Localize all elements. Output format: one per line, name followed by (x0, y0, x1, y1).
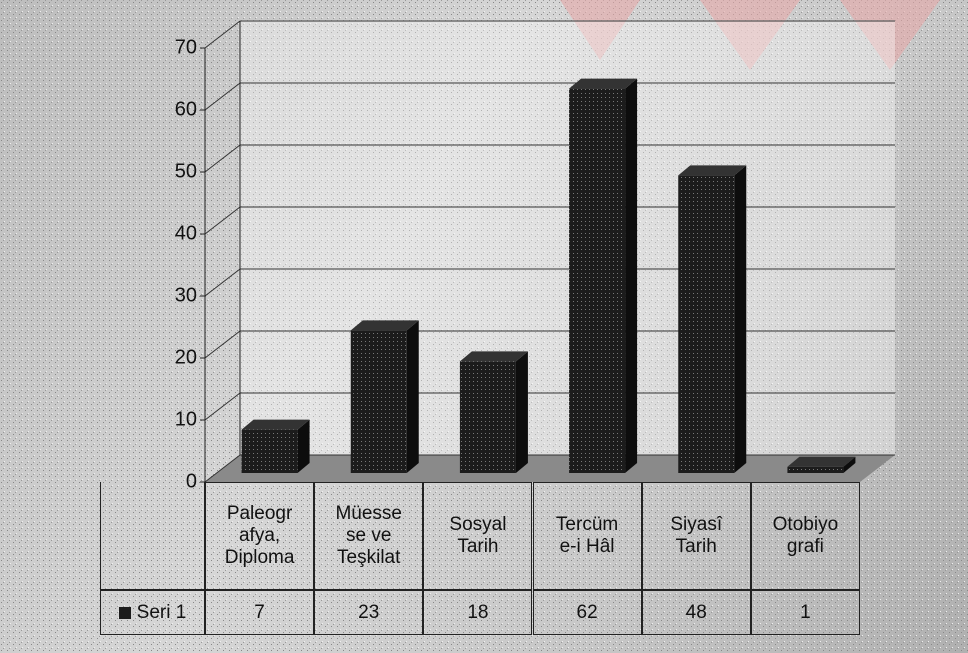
y-tick-label: 40 (175, 222, 197, 244)
y-tick-label: 10 (175, 408, 197, 430)
bar-top (569, 78, 638, 89)
y-tick-label: 50 (175, 160, 197, 182)
legend-cell (100, 482, 205, 590)
legend-label: Seri 1 (136, 601, 187, 623)
category-label: Otobiyo grafi (750, 482, 860, 590)
grid-line (204, 392, 241, 421)
watermark (560, 0, 640, 60)
category-label: Tercüm e-i Hâl (532, 482, 642, 590)
grid-line (204, 206, 241, 235)
category-label: Müesse se ve Teşkilat (314, 482, 424, 590)
bar-side (515, 351, 528, 473)
y-tick-label: 30 (175, 284, 197, 306)
bar-side (625, 78, 638, 473)
grid-line (204, 454, 241, 483)
category-label: Siyasî Tarih (641, 482, 751, 590)
bar (569, 88, 626, 473)
bar-top (787, 456, 856, 467)
value-label: 23 (314, 590, 424, 635)
grid-line (204, 82, 241, 111)
bar-top (678, 165, 747, 176)
bar (350, 330, 407, 473)
category-label: Sosyal Tarih (423, 482, 533, 590)
value-label: 18 (423, 590, 533, 635)
y-tick-label: 20 (175, 346, 197, 368)
grid-line (204, 330, 241, 359)
bar-top (350, 320, 419, 331)
bar-side (406, 320, 419, 473)
bar (241, 429, 298, 473)
grid-line (204, 268, 241, 297)
bar-side (297, 419, 310, 473)
y-tick-label: 70 (175, 36, 197, 58)
bar-side (734, 165, 747, 473)
value-label: 1 (750, 590, 860, 635)
legend-swatch (118, 606, 131, 619)
value-label: 48 (641, 590, 751, 635)
bar-side (843, 456, 856, 473)
value-label: 7 (205, 590, 315, 635)
bar (787, 466, 844, 473)
grid-line (204, 20, 241, 49)
y-tick-label: 60 (175, 98, 197, 120)
y-tick-label: 0 (186, 470, 197, 492)
grid-line (204, 144, 241, 173)
category-label: Paleogr afya, Diploma (205, 482, 315, 590)
watermark (700, 0, 800, 70)
legend-cell: Seri 1 (100, 590, 205, 635)
value-label: 62 (532, 590, 642, 635)
bar-top (241, 419, 310, 430)
bar (459, 361, 516, 473)
watermark (840, 0, 940, 70)
back-wall (240, 20, 895, 455)
bar-top (459, 351, 528, 362)
bar (678, 175, 735, 473)
